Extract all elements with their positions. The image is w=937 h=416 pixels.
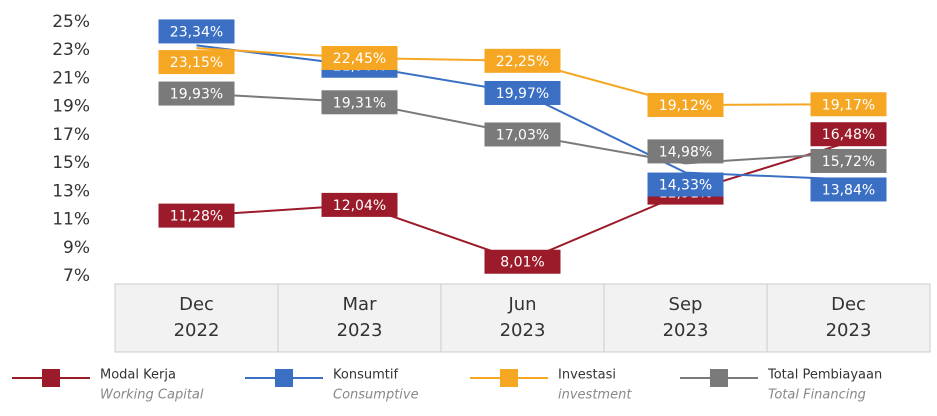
- point-label-box: [158, 50, 235, 75]
- point-label-box: [810, 177, 887, 202]
- x-tick-label: Mar 2023: [337, 294, 383, 341]
- value-label: 23,15%: [170, 55, 223, 71]
- legend-sublabel: Consumptive: [333, 388, 419, 403]
- y-tick-label: 15%: [52, 153, 90, 173]
- category-cell: [114, 283, 279, 353]
- point-label-box: [321, 90, 398, 115]
- point-label-box: [484, 249, 561, 274]
- point-label-box: [158, 81, 235, 106]
- point-label-box: [321, 192, 398, 217]
- legend-label: Modal Kerja: [100, 368, 176, 383]
- legend-sublabel: Working Capital: [100, 388, 204, 403]
- point-label-box: [484, 80, 561, 105]
- point-label-box: [158, 203, 235, 228]
- y-tick-label: 11%: [52, 210, 90, 230]
- y-tick-label: 7%: [63, 266, 90, 286]
- legend-sublabel: investment: [558, 388, 632, 403]
- category-cell: [277, 283, 442, 353]
- point-label-box: [647, 172, 724, 197]
- x-tick-label: Dec 2023: [826, 294, 872, 341]
- point-label-box: [158, 19, 235, 44]
- x-tick-label: Jun 2023: [500, 294, 546, 341]
- y-tick-label: 9%: [63, 238, 90, 258]
- y-tick-label: 19%: [52, 97, 90, 117]
- legend-label: Konsumtif: [333, 368, 398, 383]
- category-cell: [603, 283, 768, 353]
- value-label: 19,31%: [333, 95, 386, 111]
- value-label: 14,33%: [659, 178, 712, 194]
- point-label-box: [484, 122, 561, 147]
- y-tick-label: 23%: [52, 40, 90, 60]
- value-label: 8,01%: [500, 255, 544, 271]
- legend-label: Total Pembiayaan: [767, 368, 882, 383]
- value-label: 23,34%: [170, 24, 223, 40]
- value-label: 22,45%: [333, 51, 386, 67]
- legend-label: Investasi: [558, 368, 616, 383]
- legend-marker: [42, 369, 60, 387]
- point-label-box: [484, 48, 561, 73]
- value-label: 15,72%: [822, 154, 875, 170]
- legend-sublabel: Total Financing: [768, 388, 866, 403]
- legend-marker: [500, 369, 518, 387]
- value-label: 19,17%: [822, 97, 875, 113]
- point-label-box: [321, 45, 398, 70]
- y-tick-label: 21%: [52, 68, 90, 88]
- legend-marker: [710, 369, 728, 387]
- y-tick-label: 13%: [52, 181, 90, 201]
- point-label-box: [810, 122, 887, 147]
- value-label: 17,03%: [496, 127, 549, 143]
- y-tick-label: 17%: [52, 125, 90, 145]
- value-label: 22,25%: [496, 54, 549, 70]
- x-tick-label: Dec 2022: [174, 294, 220, 341]
- category-cell: [766, 283, 931, 353]
- y-tick-label: 25%: [52, 12, 90, 32]
- point-label-box: [810, 92, 887, 117]
- point-label-box: [647, 92, 724, 117]
- value-label: 19,97%: [496, 86, 549, 102]
- value-label: 14,98%: [659, 144, 712, 160]
- point-label-box: [647, 139, 724, 164]
- value-label: 12,04%: [333, 198, 386, 214]
- category-cell: [440, 283, 605, 353]
- value-label: 13,84%: [822, 182, 875, 198]
- value-label: 19,93%: [170, 87, 223, 103]
- value-label: 19,12%: [659, 98, 712, 114]
- x-tick-label: Sep 2023: [663, 294, 709, 341]
- legend-marker: [275, 369, 293, 387]
- point-label-box: [810, 148, 887, 173]
- value-label: 16,48%: [822, 127, 875, 143]
- value-label: 11,28%: [170, 209, 223, 225]
